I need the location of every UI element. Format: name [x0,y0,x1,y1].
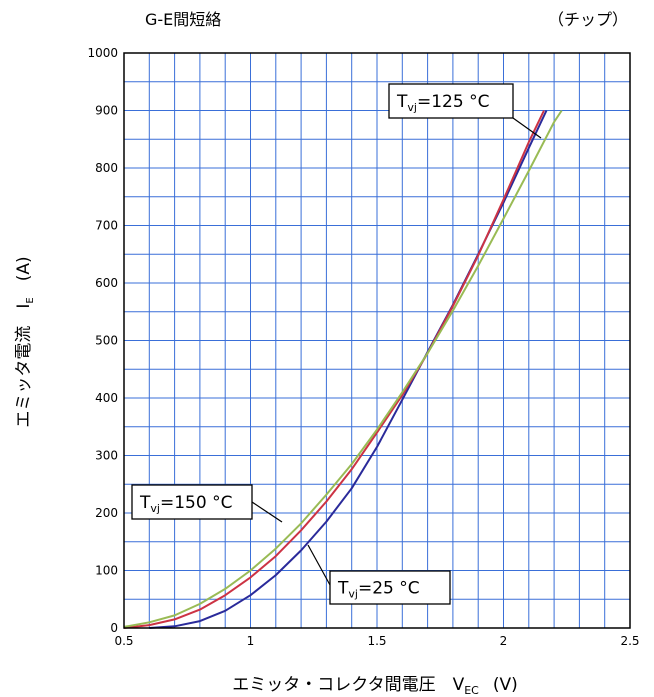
annotation-tvj-150-c: Tvj=150 °C [131,484,283,523]
x-tick-label: 0.5 [114,634,133,648]
y-tick-label: 600 [95,276,118,290]
y-axis-label: エミッタ電流 IE (A) [14,256,36,427]
annotation-leader-line [251,501,283,523]
y-tick-label: 700 [95,219,118,233]
tick-label-layer: 0.5 1 1.5 2 2.5 0 100 200 300 400 500 600 700 800 900 1… [87,46,639,648]
x-tick-label: 2.5 [620,634,639,648]
annotation-leader-line [512,117,542,139]
annotation-label: Tvj=150 °C [139,493,232,515]
y-tick-label: 300 [95,449,118,463]
y-tick-label: 0 [110,621,118,635]
annotation-box [388,83,514,119]
curve-layer [123,109,563,629]
series-line-tvj-125-c [123,110,545,629]
annotation-box [131,484,253,520]
annotation-label: Tvj=25 °C [337,579,420,601]
annotation-label: Tvj=125 °C [396,92,489,114]
x-tick-label: 1 [247,634,255,648]
y-tick-label: 800 [95,161,118,175]
x-tick-label: 1.5 [367,634,386,648]
y-axis-label-sub: E [25,297,36,303]
chart-title-left: G-E間短絡 [145,10,221,29]
annotation-layer: Tvj=125 °C Tvj=150 °C Tvj=25 °C [131,83,542,605]
annotation-tvj-125-c: Tvj=125 °C [388,83,542,139]
grid-layer [124,53,630,628]
y-tick-label: 500 [95,334,118,348]
annotation-box [329,570,451,605]
y-tick-label: 100 [95,564,118,578]
x-axis-label: エミッタ・コレクタ間電圧 VEC (V) [232,675,518,697]
chart-title-right: （チップ） [548,10,628,29]
plot-frame [123,52,631,629]
y-tick-label: 400 [95,391,118,405]
series-line-tvj-150-c [123,109,563,628]
annotation-tvj-25-c: Tvj=25 °C [307,544,451,605]
y-tick-label: 200 [95,506,118,520]
x-axis-label-sub: EC [464,684,479,697]
y-tick-label: 1000 [87,46,118,60]
y-axis-label-unit: (A) [14,256,34,281]
annotation-leader-line [307,544,331,586]
y-axis-label-main: エミッタ電流 I [14,304,34,428]
y-tick-label: 900 [95,104,118,118]
x-tick-label: 2 [500,634,508,648]
x-axis-label-unit: (V) [493,675,518,695]
x-axis-label-main: エミッタ・コレクタ間電圧 V [232,675,464,695]
